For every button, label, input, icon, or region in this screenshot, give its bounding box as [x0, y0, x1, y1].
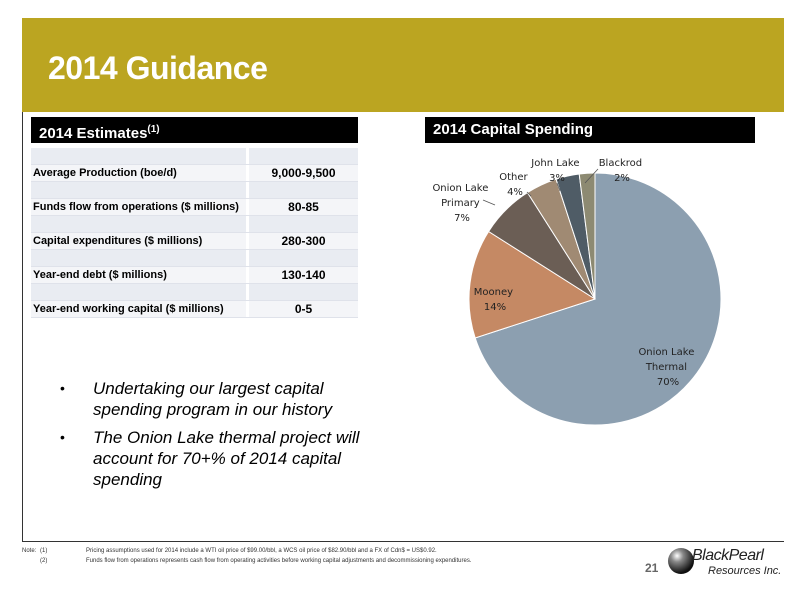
table-row: Year-end debt ($ millions) 130-140 — [31, 267, 358, 284]
slice-percent: 2% — [614, 173, 630, 184]
table-spacer-row — [31, 284, 358, 301]
slice-percent: 3% — [549, 173, 565, 184]
row-value: 80-85 — [249, 199, 358, 215]
pie-slice-mooney — [468, 230, 597, 339]
bullet-icon: • — [60, 429, 65, 445]
company-logo: BlackPearl Resources Inc. — [668, 544, 786, 586]
row-label: Capital expenditures ($ millions) — [31, 233, 249, 249]
pie-slice-blackrod — [578, 172, 596, 300]
table-row: Year-end working capital ($ millions) 0-5 — [31, 301, 358, 318]
table-spacer-row — [31, 148, 358, 165]
bullet-text: The Onion Lake thermal project will acco… — [93, 428, 360, 489]
page-number: 21 — [645, 561, 659, 575]
bullet-icon: • — [60, 380, 65, 396]
pie-chart: Onion Lake Thermal 70% Mooney 14% Onion … — [432, 158, 722, 426]
footnote-number: (1) — [40, 548, 48, 554]
table-spacer-row — [31, 250, 358, 267]
slice-percent: 4% — [507, 187, 523, 198]
bullet-item: • The Onion Lake thermal project will acc… — [60, 427, 360, 490]
bullet-list: • Undertaking our largest capital spendin… — [60, 378, 360, 497]
slice-label-mooney: Mooney 14% — [474, 287, 516, 313]
left-rule — [22, 112, 23, 542]
table-spacer-row — [31, 182, 358, 199]
row-label: Year-end working capital ($ millions) — [31, 301, 249, 317]
slice-label-other: Other 4% — [499, 172, 531, 198]
footnote-number: (2) — [40, 558, 48, 564]
estimates-heading-text: 2014 Estimates — [39, 125, 148, 142]
row-value: 9,000-9,500 — [249, 165, 358, 181]
slice-label-line: Primary — [441, 198, 480, 209]
footnote-text: Pricing assumptions used for 2014 includ… — [86, 548, 437, 554]
leader-line — [482, 199, 496, 206]
estimates-heading-footnote: (1) — [147, 124, 160, 135]
row-value: 280-300 — [249, 233, 358, 249]
leader-line — [584, 168, 599, 184]
pie-slice-onion-lake-thermal — [474, 172, 722, 426]
table-row: Funds flow from operations ($ millions) 8… — [31, 199, 358, 216]
row-value: 130-140 — [249, 267, 358, 283]
footnote-label: Note: — [22, 548, 37, 554]
pie-leaders — [482, 168, 599, 206]
page-title: 2014 Guidance — [48, 50, 268, 86]
row-label: Average Production (boe/d) — [31, 165, 249, 181]
bullet-item: • Undertaking our largest capital spendin… — [60, 378, 360, 420]
leader-line — [556, 182, 561, 192]
header-band — [22, 18, 784, 112]
logo-name: BlackPearl — [692, 547, 764, 564]
slice-label-line: Thermal — [645, 362, 687, 373]
table-row: Capital expenditures ($ millions) 280-300 — [31, 233, 358, 250]
pearl-icon — [668, 548, 694, 574]
pie-slices — [468, 172, 722, 426]
table-spacer-row — [31, 216, 358, 233]
slice-label-line: Onion Lake — [432, 183, 488, 194]
row-label: Funds flow from operations ($ millions) — [31, 199, 249, 215]
bottom-rule — [22, 541, 784, 542]
slice-label-line: Mooney — [474, 287, 513, 298]
capital-heading: 2014 Capital Spending — [425, 117, 755, 143]
footnote-text: Funds flow from operations represents ca… — [86, 558, 472, 564]
footnote-2: (2) Funds flow from operations represents… — [22, 558, 472, 564]
slice-label-john-lake: John Lake 3% — [530, 158, 582, 184]
slice-label-line: Onion Lake — [638, 347, 694, 358]
estimates-heading: 2014 Estimates(1) — [31, 117, 358, 143]
slice-percent: 70% — [657, 377, 679, 388]
slice-label-line: Other — [499, 172, 528, 183]
slice-label-blackrod: Blackrod 2% — [599, 158, 646, 184]
row-label: Year-end debt ($ millions) — [31, 267, 249, 283]
leader-line — [526, 191, 532, 197]
logo-subname: Resources Inc. — [708, 565, 782, 577]
footnote-1: Note: (1) Pricing assumptions used for 201… — [22, 548, 437, 554]
table-row: Average Production (boe/d) 9,000-9,500 — [31, 165, 358, 182]
estimates-table: Average Production (boe/d) 9,000-9,500 Fu… — [31, 148, 358, 318]
slice-label-line: John Lake — [530, 158, 579, 169]
slice-percent: 14% — [484, 302, 506, 313]
row-value: 0-5 — [249, 301, 358, 317]
slice-percent: 7% — [454, 213, 470, 224]
pie-labels: Onion Lake Thermal 70% Mooney 14% Onion … — [432, 158, 697, 388]
slice-label-onion-lake-thermal: Onion Lake Thermal 70% — [638, 347, 697, 388]
bullet-text: Undertaking our largest capital spending… — [93, 379, 333, 419]
slice-label-line: Blackrod — [599, 158, 642, 169]
slice-label-onion-lake-primary: Onion Lake Primary 7% — [432, 183, 491, 224]
